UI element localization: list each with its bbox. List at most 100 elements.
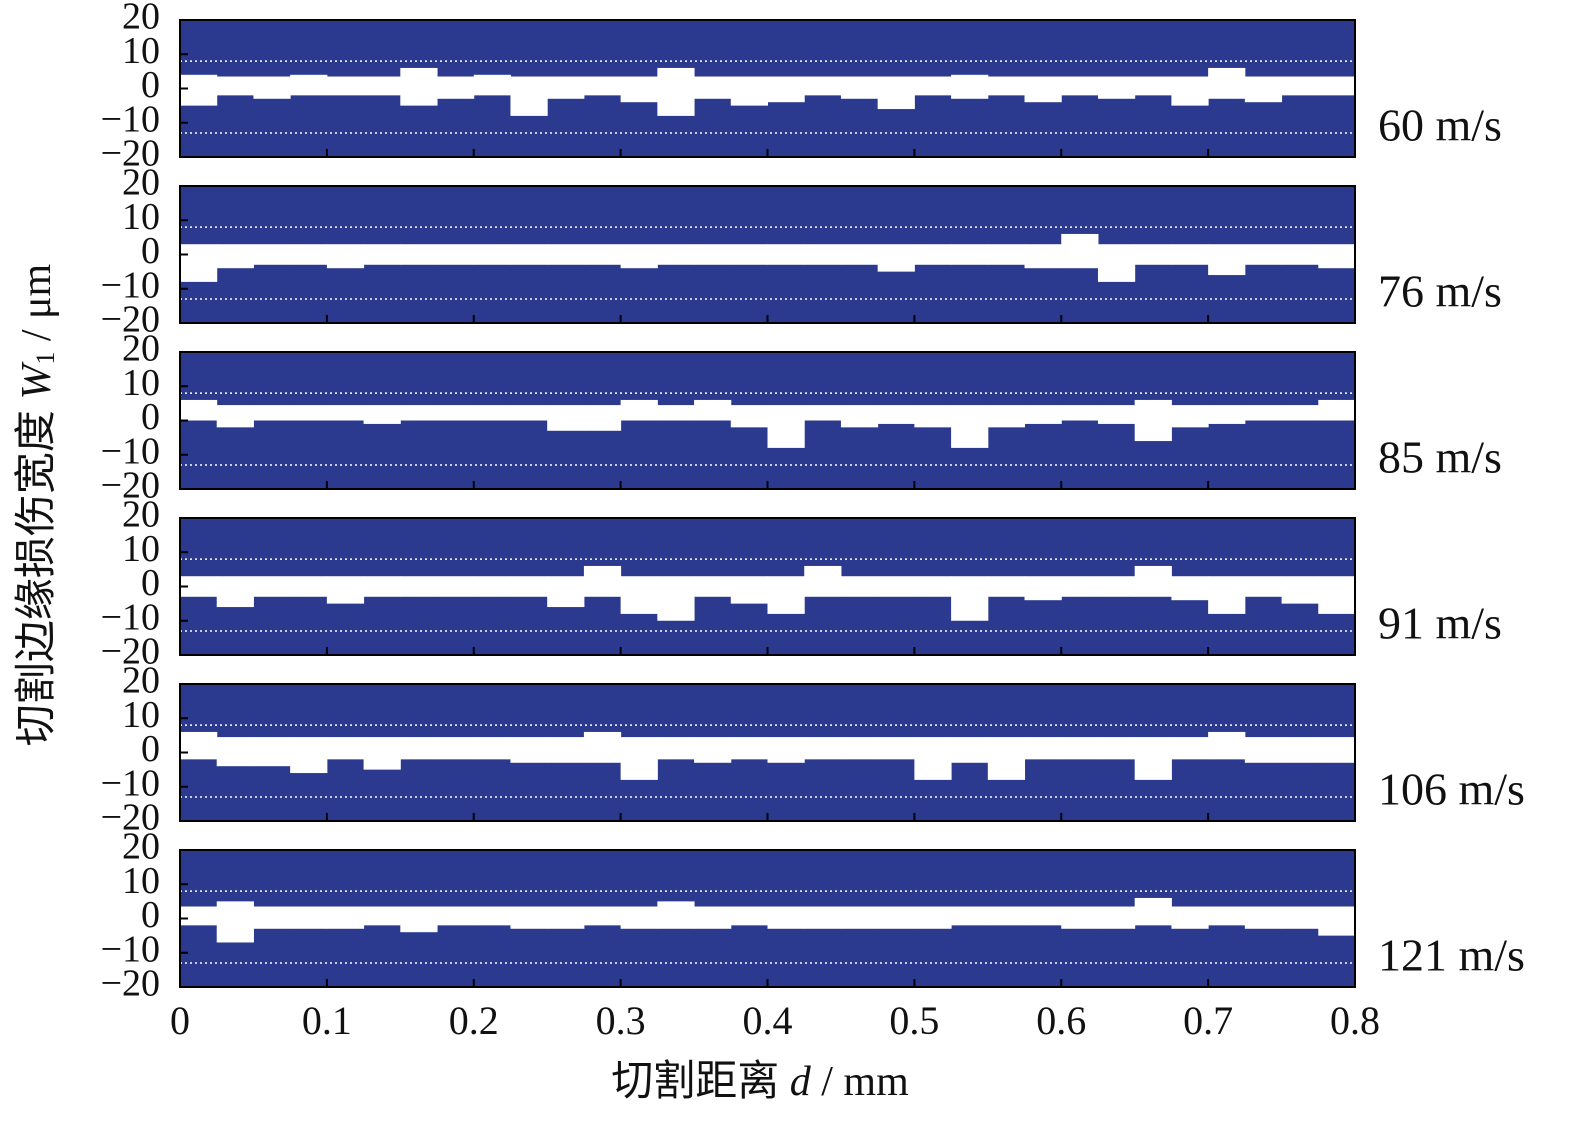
- damage-band: [1318, 244, 1356, 269]
- damage-band: [547, 906, 585, 929]
- damage-band: [657, 244, 695, 265]
- y-label-unit: / μm: [14, 263, 60, 341]
- damage-band: [253, 906, 291, 929]
- damage-band: [1097, 244, 1136, 282]
- damage-band: [804, 906, 842, 929]
- damage-band: [437, 906, 475, 926]
- damage-band: [951, 244, 989, 265]
- damage-band: [914, 405, 952, 428]
- y-tick-label: 10: [122, 694, 160, 736]
- damage-band: [987, 906, 1026, 926]
- damage-band: [583, 76, 622, 96]
- panel-label: 106 m/s: [1378, 764, 1525, 815]
- x-tick-label: 0.1: [302, 998, 352, 1043]
- damage-band: [510, 737, 548, 763]
- damage-band: [1171, 76, 1209, 106]
- damage-band: [840, 737, 879, 760]
- y-tick-label: 20: [122, 0, 160, 38]
- damage-band: [473, 244, 511, 265]
- damage-band: [1061, 405, 1099, 421]
- damage-band: [1134, 737, 1172, 780]
- damage-band: [840, 576, 879, 597]
- damage-band: [180, 74, 218, 106]
- damage-band: [620, 399, 658, 421]
- damage-band: [951, 74, 989, 99]
- y-tick-label: −10: [101, 98, 160, 140]
- damage-band: [437, 244, 475, 265]
- panel-label: 60 m/s: [1378, 100, 1502, 151]
- y-tick-label: 0: [141, 230, 160, 272]
- damage-band: [290, 244, 328, 265]
- damage-band: [180, 244, 218, 282]
- damage-band: [363, 906, 401, 926]
- damage-band: [1318, 737, 1356, 763]
- damage-band: [1318, 76, 1356, 96]
- y-tick-label: 0: [141, 728, 160, 770]
- damage-band: [1134, 565, 1172, 597]
- damage-band: [951, 576, 989, 621]
- damage-band: [290, 906, 328, 929]
- damage-band: [290, 737, 328, 774]
- damage-band: [253, 405, 291, 421]
- damage-band: [1024, 737, 1062, 760]
- damage-band: [840, 405, 879, 428]
- damage-band: [473, 405, 511, 421]
- damage-band: [547, 576, 585, 608]
- damage-band: [1281, 244, 1319, 265]
- y-tick-label: −20: [101, 465, 160, 507]
- damage-band: [510, 244, 548, 265]
- y-tick-label: −20: [101, 797, 160, 839]
- damage-band: [583, 906, 622, 926]
- damage-band: [437, 405, 475, 421]
- damage-band: [767, 76, 805, 103]
- damage-band: [657, 576, 695, 621]
- damage-band: [1244, 906, 1283, 929]
- damage-band: [914, 906, 952, 929]
- x-label-text: 切割距离: [611, 1058, 779, 1105]
- damage-band: [1171, 906, 1209, 929]
- y-tick-label: 0: [141, 64, 160, 106]
- damage-band: [180, 576, 218, 597]
- damage-band: [400, 244, 438, 265]
- damage-band: [400, 906, 438, 933]
- damage-band: [1244, 76, 1283, 103]
- damage-band: [840, 906, 879, 929]
- damage-band: [1097, 576, 1136, 597]
- damage-band: [400, 576, 438, 597]
- damage-band: [914, 76, 952, 96]
- damage-band: [694, 737, 732, 763]
- damage-band: [180, 399, 218, 421]
- damage-band: [1134, 244, 1172, 265]
- x-tick-label: 0: [170, 998, 190, 1043]
- y-tick-label: 20: [122, 660, 160, 702]
- damage-band: [1097, 405, 1136, 424]
- damage-band: [767, 405, 805, 448]
- damage-band: [253, 576, 291, 597]
- damage-band: [730, 906, 768, 926]
- damage-band: [400, 737, 438, 760]
- damage-band: [877, 737, 915, 760]
- damage-band: [1171, 576, 1209, 601]
- damage-band: [510, 405, 548, 421]
- damage-band: [1061, 737, 1099, 760]
- damage-band: [363, 244, 401, 265]
- damage-band: [1061, 906, 1099, 929]
- y-label-text: 切割边缘损伤宽度: [13, 410, 60, 746]
- y-tick-label: −20: [101, 963, 160, 1005]
- damage-band: [253, 244, 291, 265]
- damage-band: [547, 244, 585, 265]
- damage-band: [1281, 76, 1319, 96]
- damage-band: [1281, 405, 1319, 421]
- damage-band: [1097, 76, 1136, 99]
- damage-band: [473, 74, 511, 96]
- x-tick-label: 0.2: [449, 998, 499, 1043]
- y-tick-label: −20: [101, 133, 160, 175]
- damage-band: [510, 906, 548, 929]
- damage-band: [583, 244, 622, 265]
- damage-band: [987, 76, 1026, 96]
- damage-band: [730, 244, 768, 265]
- x-axis-label: 切割距离 d / mm: [611, 1058, 909, 1105]
- damage-band: [253, 737, 291, 767]
- damage-band: [1318, 399, 1356, 421]
- y-label-sub: 1: [31, 352, 60, 365]
